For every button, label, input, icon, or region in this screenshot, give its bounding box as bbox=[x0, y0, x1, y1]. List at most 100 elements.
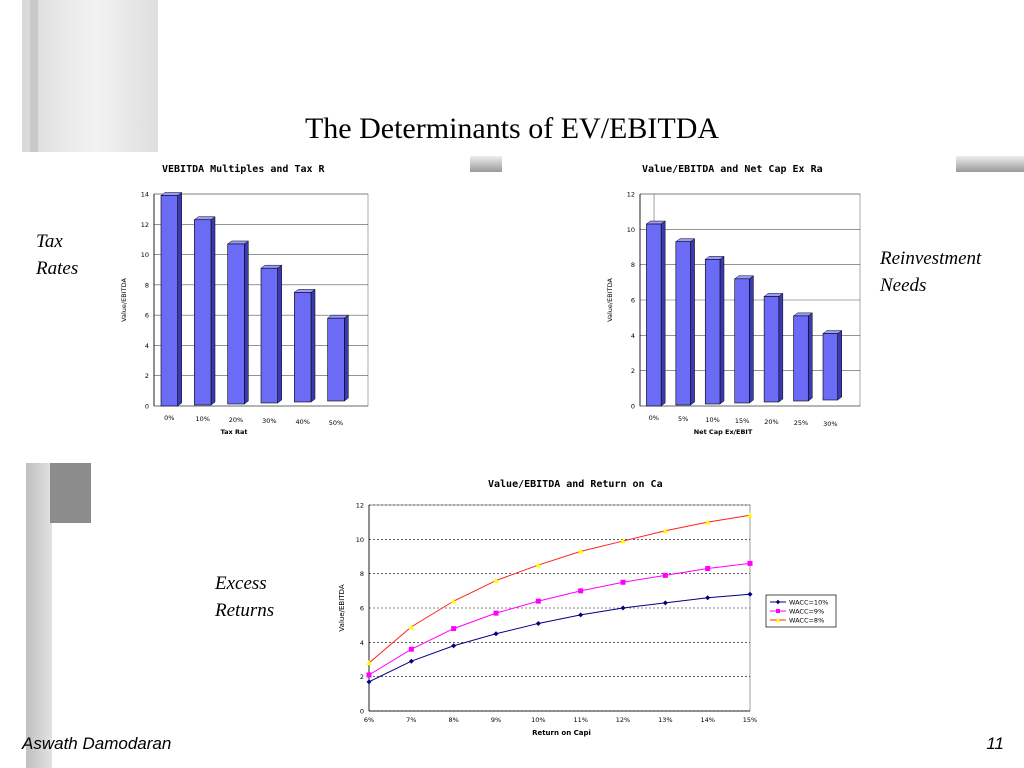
x-tick-label: 25% bbox=[794, 419, 808, 427]
bar-side bbox=[177, 192, 182, 407]
y-tick-label: 2 bbox=[360, 673, 364, 681]
series-point bbox=[366, 672, 372, 678]
series-point bbox=[535, 562, 542, 568]
y-tick-label: 14 bbox=[141, 191, 149, 199]
decor-stripe-top-left bbox=[30, 0, 38, 152]
legend-label: WACC=8% bbox=[789, 617, 824, 625]
decor-block-bottom-left bbox=[26, 463, 52, 768]
decor-square-bottom-left bbox=[50, 463, 91, 523]
series-line bbox=[368, 514, 751, 664]
x-tick-label: 30% bbox=[262, 417, 276, 425]
y-tick-label: 4 bbox=[145, 342, 149, 350]
decor-block-top-left bbox=[22, 0, 158, 152]
x-tick-label: 7% bbox=[406, 716, 416, 724]
bar bbox=[260, 267, 278, 404]
x-tick-label: 5% bbox=[678, 415, 688, 423]
y-axis-label: Value/EBITDA bbox=[120, 278, 128, 322]
label-reinvestment-needs: Reinvestment Needs bbox=[880, 246, 981, 299]
series-point bbox=[535, 620, 541, 626]
y-tick-label: 6 bbox=[360, 605, 364, 613]
x-tick-label: 10% bbox=[705, 416, 719, 424]
x-tick-label: 50% bbox=[329, 419, 343, 427]
series-point bbox=[450, 598, 457, 604]
bar-top bbox=[293, 289, 316, 293]
bar-top bbox=[160, 192, 183, 196]
series-point bbox=[366, 679, 372, 685]
y-tick-label: 0 bbox=[145, 403, 149, 411]
label-reinvest-line2: Needs bbox=[880, 274, 927, 296]
bar-side bbox=[344, 314, 349, 402]
series-point bbox=[620, 605, 626, 611]
y-axis-label: Value/EBITDA bbox=[338, 584, 346, 631]
x-axis-label: Net Cap Ex/EBIT bbox=[694, 428, 753, 436]
y-tick-label: 0 bbox=[631, 403, 635, 411]
series-point bbox=[451, 643, 457, 649]
legend-label: WACC=9% bbox=[789, 608, 824, 616]
y-tick-label: 4 bbox=[631, 332, 635, 340]
x-tick-label: 14% bbox=[700, 716, 714, 724]
series-point bbox=[662, 527, 669, 533]
series-point bbox=[662, 572, 668, 578]
x-tick-label: 8% bbox=[449, 716, 459, 724]
slide-title: The Determinants of EV/EBITDA bbox=[304, 112, 720, 145]
footer-author: Aswath Damodaran bbox=[22, 734, 172, 753]
series-point bbox=[493, 610, 499, 616]
bar-side bbox=[660, 220, 666, 407]
chart-return-on-capital: 0 2 4 6 8 10 12 6% 7% 8% 9% 10% 11% 12% 13% 14% 15% Retur… bbox=[338, 502, 837, 737]
x-tick-label: 15% bbox=[735, 417, 749, 425]
x-tick-label: 40% bbox=[295, 418, 309, 426]
bar bbox=[704, 259, 721, 405]
label-excess-line1: Excess bbox=[215, 573, 267, 594]
bar-top bbox=[260, 264, 283, 269]
y-tick-label: 8 bbox=[631, 261, 635, 269]
bar-side bbox=[719, 255, 725, 405]
series-point bbox=[578, 588, 584, 594]
y-tick-label: 8 bbox=[360, 570, 364, 578]
y-tick-label: 2 bbox=[631, 367, 635, 375]
x-tick-label: 20% bbox=[764, 418, 778, 426]
series-point bbox=[620, 538, 626, 544]
x-tick-label: 0% bbox=[649, 414, 659, 422]
bar bbox=[646, 223, 662, 407]
page-number: 11 bbox=[986, 734, 1004, 753]
chart3-title: Value/EBITDA and Return on Ca bbox=[488, 479, 663, 490]
y-tick-label: 12 bbox=[627, 191, 635, 199]
label-excess-line2: Returns bbox=[215, 599, 275, 621]
x-tick-label: 20% bbox=[229, 416, 243, 424]
bar-side bbox=[210, 216, 216, 406]
series-point bbox=[493, 577, 499, 583]
x-tick-label: 0% bbox=[164, 414, 174, 422]
legend-marker bbox=[775, 617, 781, 622]
series-point bbox=[705, 566, 711, 572]
y-tick-label: 10 bbox=[627, 226, 635, 234]
series-point bbox=[577, 548, 584, 554]
bar bbox=[793, 315, 809, 402]
y-tick-label: 6 bbox=[145, 312, 149, 320]
bar-top bbox=[226, 240, 250, 245]
series-point bbox=[747, 560, 753, 566]
label-tax-rates: Tax Rates bbox=[36, 229, 78, 282]
decor-bar-mid bbox=[470, 156, 502, 172]
series-point bbox=[408, 624, 415, 630]
chart1-title: VEBITDA Multiples and Tax R bbox=[162, 164, 325, 175]
y-tick-label: 8 bbox=[145, 281, 149, 289]
bar-side bbox=[690, 238, 695, 406]
x-tick-label: 10% bbox=[195, 415, 209, 423]
bar bbox=[327, 317, 345, 402]
decor-bar-right bbox=[956, 156, 1024, 172]
bar-top bbox=[326, 314, 350, 319]
y-tick-label: 0 bbox=[360, 708, 364, 716]
series-line bbox=[368, 593, 751, 683]
bar-side bbox=[277, 264, 282, 404]
series-point bbox=[662, 600, 668, 606]
chart-net-cap-ex: 0 2 4 6 8 10 12 0% 5% 10% 15% 20% 25% 30% Net Cap Ex/E… bbox=[606, 191, 861, 436]
series-point bbox=[705, 595, 711, 601]
bar bbox=[227, 243, 245, 405]
y-tick-label: 4 bbox=[360, 639, 364, 647]
x-tick-label: 9% bbox=[491, 716, 501, 724]
bar bbox=[160, 195, 178, 407]
series-point bbox=[704, 519, 711, 525]
x-tick-label: 15% bbox=[743, 716, 757, 724]
bar bbox=[734, 278, 750, 404]
bar-side bbox=[808, 312, 813, 402]
